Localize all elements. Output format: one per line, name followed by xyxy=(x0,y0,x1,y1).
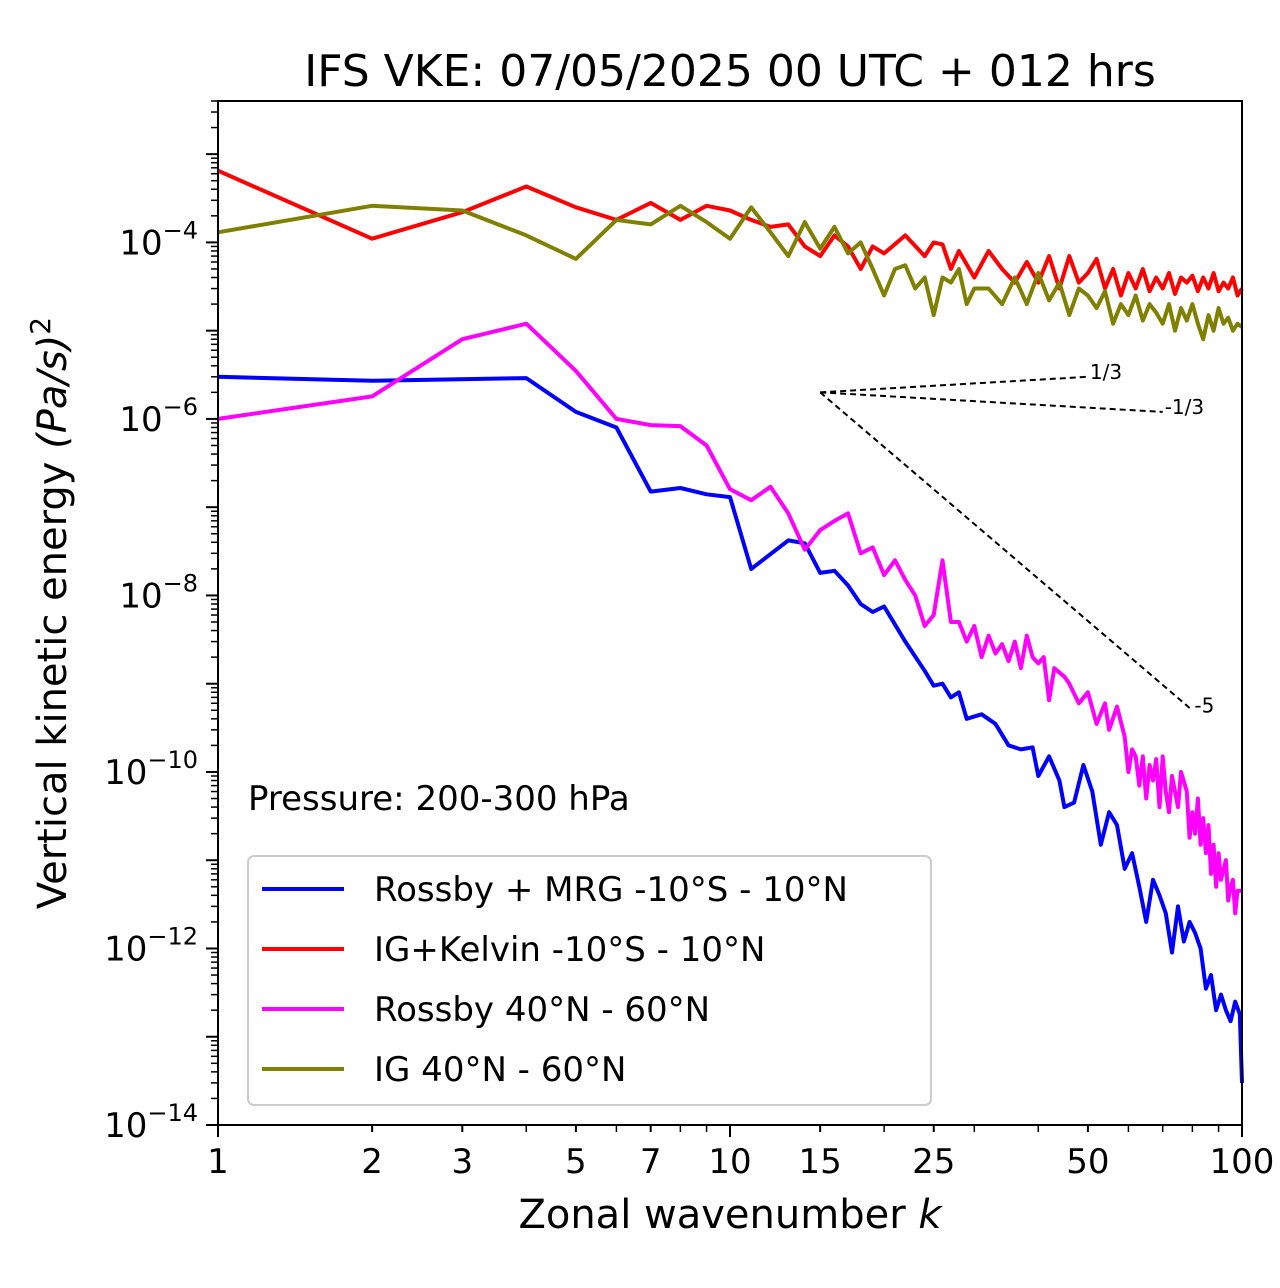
slope-label-2: -1/3 xyxy=(1165,395,1204,419)
y-tick-label: 10−4 xyxy=(119,216,198,263)
x-axis-label-variable: k xyxy=(918,1192,943,1238)
x-tick-label: 15 xyxy=(799,1142,842,1182)
legend-label-1: Rossby + MRG -10°S - 10°N xyxy=(374,870,848,910)
legend-label-3: Rossby 40°N - 60°N xyxy=(374,990,710,1030)
x-axis-ticks: 1 2 3 5 7 10 15 25 50 100 xyxy=(207,1125,1274,1182)
x-tick-label: 1 xyxy=(207,1142,229,1182)
y-tick-label-base: 10 xyxy=(104,753,147,793)
slope-reference-lines: 1/3 -1/3 -5 xyxy=(819,360,1214,717)
series-line-1 xyxy=(217,374,1244,1083)
y-axis-label: Vertical kinetic energy (Pa/s)2 xyxy=(24,317,76,909)
y-axis-label-units: (Pa/s) xyxy=(30,335,76,449)
legend-items: Rossby + MRG -10°S - 10°N IG+Kelvin -10°S… xyxy=(262,870,848,1090)
series-line-2 xyxy=(217,168,1244,298)
y-tick-label-exponent: −10 xyxy=(147,746,198,774)
x-tick-label: 2 xyxy=(361,1142,383,1182)
y-tick-label: 10−14 xyxy=(104,1099,198,1146)
y-tick-label-exponent: −14 xyxy=(147,1099,198,1127)
slope-line-1 xyxy=(820,375,1088,394)
y-axis-label-text: Vertical kinetic energy xyxy=(30,449,76,909)
x-tick-label: 50 xyxy=(1066,1142,1109,1182)
x-tick-label: 7 xyxy=(640,1142,662,1182)
y-tick-label-base: 10 xyxy=(104,929,147,969)
y-tick-label: 10−10 xyxy=(104,746,198,793)
pressure-annotation: Pressure: 200-300 hPa xyxy=(248,779,630,819)
slope-label-3: -5 xyxy=(1194,693,1214,717)
y-tick-label-exponent: −12 xyxy=(147,922,198,950)
y-tick-label-base: 10 xyxy=(119,576,162,616)
chart-title: IFS VKE: 07/05/2025 00 UTC + 012 hrs xyxy=(304,46,1156,97)
slope-label-1: 1/3 xyxy=(1090,360,1122,384)
x-tick-label: 5 xyxy=(565,1142,587,1182)
series-lines xyxy=(217,168,1244,1083)
series-line-3 xyxy=(217,321,1242,916)
y-tick-label-base: 10 xyxy=(104,1106,147,1146)
slope-line-2 xyxy=(820,391,1163,413)
slope-line-3 xyxy=(819,391,1194,712)
y-tick-label-exponent: −6 xyxy=(163,393,198,421)
y-tick-label-exponent: −8 xyxy=(163,569,198,597)
y-tick-label-base: 10 xyxy=(119,223,162,263)
x-tick-label: 10 xyxy=(708,1142,751,1182)
x-axis-label: Zonal wavenumber k xyxy=(518,1192,943,1238)
x-tick-label: 25 xyxy=(912,1142,955,1182)
y-tick-label: 10−6 xyxy=(119,393,198,440)
y-tick-label-base: 10 xyxy=(119,400,162,440)
legend-label-2: IG+Kelvin -10°S - 10°N xyxy=(374,930,765,970)
x-tick-label: 100 xyxy=(1210,1142,1275,1182)
y-tick-label: 10−8 xyxy=(119,569,198,616)
series-line-4 xyxy=(217,203,1244,342)
x-axis-label-text: Zonal wavenumber xyxy=(518,1192,918,1238)
y-tick-label-exponent: −4 xyxy=(163,216,198,244)
legend-box xyxy=(247,855,932,1106)
legend: Rossby + MRG -10°S - 10°N IG+Kelvin -10°S… xyxy=(247,855,932,1106)
legend-label-4: IG 40°N - 60°N xyxy=(374,1050,626,1090)
y-tick-label: 10−12 xyxy=(104,922,198,969)
x-tick-label: 3 xyxy=(451,1142,473,1182)
y-axis-label-exponent: 2 xyxy=(24,317,57,335)
